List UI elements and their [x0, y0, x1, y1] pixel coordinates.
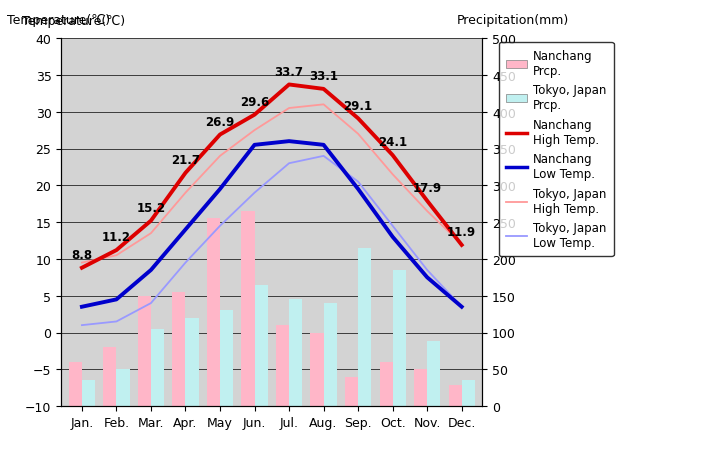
Bar	[255, 285, 268, 406]
Bar	[207, 219, 220, 406]
Bar	[69, 362, 82, 406]
Text: 33.1: 33.1	[309, 70, 338, 83]
Text: 29.1: 29.1	[343, 100, 373, 112]
Bar	[220, 311, 233, 406]
Text: 11.9: 11.9	[447, 226, 476, 239]
Bar	[138, 296, 151, 406]
Bar	[427, 341, 441, 406]
Bar	[449, 386, 462, 406]
Bar	[186, 318, 199, 406]
Bar	[117, 369, 130, 406]
Text: Temperature(℃): Temperature(℃)	[7, 14, 110, 27]
Bar	[172, 292, 186, 406]
Text: 15.2: 15.2	[136, 202, 166, 214]
Bar	[345, 377, 358, 406]
Text: 24.1: 24.1	[378, 136, 408, 149]
Text: 21.7: 21.7	[171, 154, 200, 167]
Text: Temperature(℃): Temperature(℃)	[22, 15, 125, 28]
Bar	[323, 303, 337, 406]
Text: 29.6: 29.6	[240, 96, 269, 109]
Bar	[151, 329, 164, 406]
Bar	[82, 381, 95, 406]
Legend: Nanchang
Prcp., Tokyo, Japan
Prcp., Nanchang
High Temp., Nanchang
Low Temp., Tok: Nanchang Prcp., Tokyo, Japan Prcp., Nanc…	[499, 43, 613, 257]
Bar	[241, 212, 255, 406]
Bar	[289, 300, 302, 406]
Bar	[392, 270, 406, 406]
Bar	[310, 333, 323, 406]
Bar	[358, 248, 372, 406]
Bar	[379, 362, 392, 406]
Bar	[462, 381, 474, 406]
Bar	[414, 369, 427, 406]
Bar	[104, 347, 117, 406]
Text: 11.2: 11.2	[102, 231, 131, 244]
Text: 33.7: 33.7	[274, 66, 304, 78]
Text: 8.8: 8.8	[71, 249, 92, 262]
Bar	[276, 325, 289, 406]
Text: Precipitation(mm): Precipitation(mm)	[457, 14, 570, 27]
Text: 26.9: 26.9	[205, 116, 235, 129]
Text: 17.9: 17.9	[413, 182, 442, 195]
